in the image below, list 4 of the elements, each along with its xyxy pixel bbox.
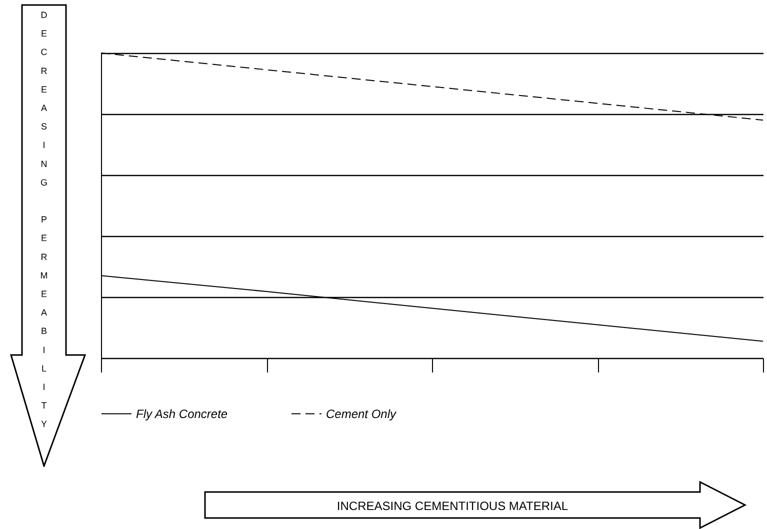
text: INCREASING CEMENTITIOUS MATERIAL (336, 498, 570, 515)
legend-label: Fly Ash Concrete (136, 406, 228, 421)
text: DECREASING PERMEABILITY (38, 10, 50, 440)
legend-label: Cement Only (326, 406, 398, 421)
